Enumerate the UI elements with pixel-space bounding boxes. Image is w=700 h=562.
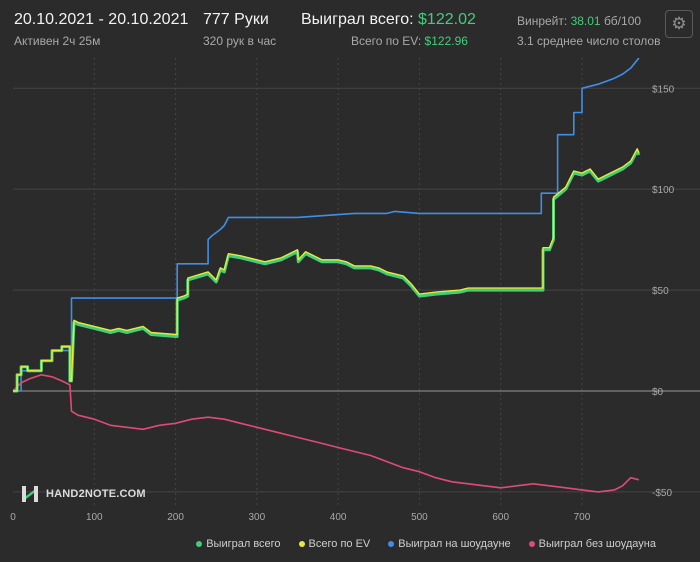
x-tick-label: 100	[86, 512, 103, 523]
active-time: Активен 2ч 25м	[14, 34, 101, 48]
y-tick-label: $100	[652, 185, 675, 196]
series-showdown-line	[13, 58, 640, 392]
chart-legend: Выиграл всего Всего по EV Выиграл на шоу…	[196, 538, 656, 550]
total-ev-label: Всего по EV:	[351, 34, 422, 48]
legend-item-no-showdown[interactable]: Выиграл без шоудауна	[528, 538, 656, 550]
x-tick-label: 200	[167, 512, 184, 523]
winrate: Винрейт: 38.01 бб/100	[517, 14, 641, 28]
hands-per-hour: 320 рук в час	[203, 34, 277, 48]
hand2note-logo: HAND2NOTE.COM	[20, 484, 146, 504]
x-tick-label: 600	[492, 512, 509, 523]
x-tick-label: 0	[10, 512, 16, 523]
legend-dot-showdown	[388, 541, 395, 547]
gear-icon: ⚙	[671, 14, 687, 33]
winrate-value: 38.01	[570, 14, 601, 28]
stats-header: 20.10.2021 - 20.10.2021 Активен 2ч 25м 7…	[0, 0, 700, 58]
legend-dot-won	[196, 541, 203, 547]
legend-item-showdown[interactable]: Выиграл на шоудауне	[388, 538, 511, 550]
winrate-label: Винрейт:	[517, 14, 568, 28]
legend-label-won: Выиграл всего	[206, 538, 281, 550]
avg-tables: 3.1 среднее число столов	[517, 34, 661, 48]
hands-count: 777 Руки	[203, 11, 269, 28]
y-tick-label: $0	[652, 387, 664, 398]
total-won: Выиграл всего: $122.02	[301, 11, 476, 29]
total-ev: Всего по EV: $122.96	[351, 34, 468, 48]
x-tick-label: 500	[411, 512, 428, 523]
legend-label-showdown: Выиграл на шоудауне	[398, 538, 511, 550]
legend-item-won[interactable]: Выиграл всего	[196, 538, 281, 550]
y-tick-label: $50	[652, 286, 669, 297]
x-tick-label: 400	[330, 512, 347, 523]
x-tick-label: 300	[249, 512, 266, 523]
winrate-unit: бб/100	[603, 14, 642, 28]
y-tick-label: -$50	[652, 488, 672, 499]
total-ev-value: $122.96	[424, 34, 468, 48]
y-tick-label: $150	[652, 84, 675, 95]
x-tick-label: 700	[574, 512, 591, 523]
settings-button[interactable]: ⚙	[665, 10, 693, 38]
series-no-showdown-line	[12, 373, 640, 493]
legend-label-ev: Всего по EV	[308, 538, 371, 550]
total-won-label: Выиграл всего:	[301, 11, 414, 28]
legend-dot-no-showdown	[528, 541, 535, 547]
hand2note-logo-icon	[22, 486, 38, 502]
series-won-line	[13, 149, 641, 393]
total-won-value: $122.02	[418, 11, 476, 28]
profit-chart[interactable]: $150 $100 $50 $0 -$50 0 100 200 300 400 500 600 700	[0, 58, 700, 538]
series-ev-line	[13, 148, 640, 392]
hand2note-logo-text: HAND2NOTE.COM	[46, 488, 146, 500]
legend-item-ev[interactable]: Всего по EV	[298, 538, 371, 550]
legend-label-no-showdown: Выиграл без шоудауна	[538, 538, 656, 550]
date-range: 20.10.2021 - 20.10.2021	[14, 11, 189, 28]
legend-dot-ev	[298, 541, 305, 547]
